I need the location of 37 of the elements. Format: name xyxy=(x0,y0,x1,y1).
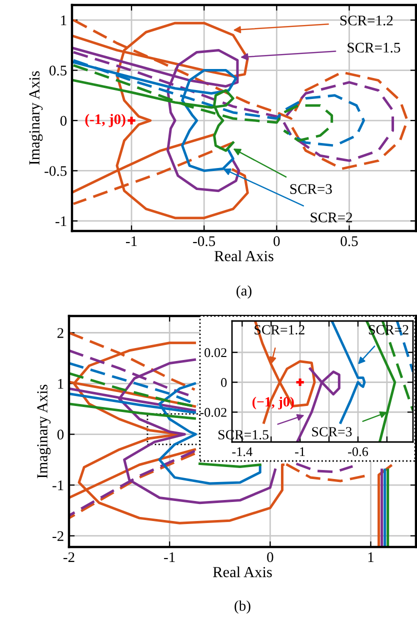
y-tick-label: 0 xyxy=(60,116,67,126)
y-tick-label: 0 xyxy=(221,378,227,387)
y-tick-label: 2 xyxy=(57,328,64,338)
x-tick-label: -0.5 xyxy=(193,236,216,246)
x-tick-label: -1 xyxy=(164,552,175,562)
y-tick-label: 1 xyxy=(61,16,66,26)
y-tick-label: -2 xyxy=(52,531,64,541)
y-tick-label: -1 xyxy=(56,216,66,226)
x-tick-label: 1 xyxy=(368,552,374,562)
line-series xyxy=(330,321,366,424)
x-tick-label: -1 xyxy=(126,236,137,246)
x-tick-label: -1.4 xyxy=(232,447,252,456)
y-tick-label: 0.02 xyxy=(204,348,226,358)
x-tick-label: -1 xyxy=(295,447,305,456)
y-tick-label: -1 xyxy=(52,480,64,490)
x-axis-title: Real Axis xyxy=(213,566,272,578)
y-axis-title: Imaginary Axis xyxy=(37,384,51,478)
y-tick-label: -0.02 xyxy=(200,408,226,417)
y-tick-label: 0.5 xyxy=(49,66,67,76)
x-axis-title: Real Axis xyxy=(214,250,274,262)
line-series xyxy=(254,321,316,424)
annotation: SCR=3 xyxy=(290,184,332,194)
annotation: SCR=3 xyxy=(312,427,352,436)
annotation: SCR=1.5 xyxy=(348,42,400,53)
x-tick-label: 0 xyxy=(274,236,280,246)
x-tick-label: 0.5 xyxy=(340,236,358,246)
x-tick-label: 0 xyxy=(267,552,274,562)
y-tick-label: 1 xyxy=(58,378,64,389)
text: (a) xyxy=(236,285,252,299)
x-tick-label: -0.6 xyxy=(348,447,368,456)
text: (b) xyxy=(234,600,250,614)
y-tick-label: -0.5 xyxy=(44,166,67,176)
annotation: (-1, j0) xyxy=(85,114,126,128)
annotation: SCR=1.2 xyxy=(340,16,393,26)
y-axis-title: Imaginary Axis xyxy=(29,71,43,165)
y-tick-label: 0 xyxy=(57,430,64,440)
annotation: SCR=2 xyxy=(310,212,352,222)
